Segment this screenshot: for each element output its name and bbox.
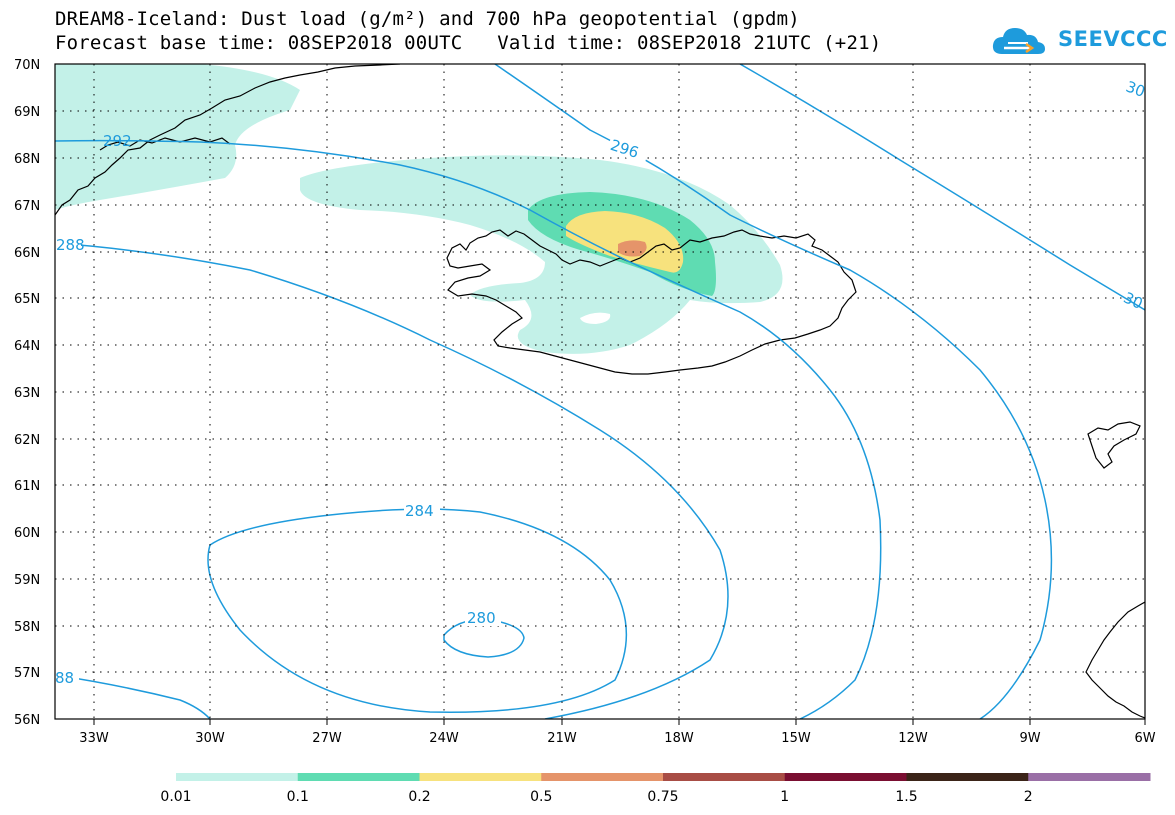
coastline-greenland — [55, 64, 401, 216]
colorbar-segment — [784, 773, 907, 781]
lat-label: 66N — [14, 246, 40, 261]
dust-area-0.5 — [618, 240, 647, 257]
lat-label: 60N — [14, 526, 40, 541]
isoline-label-284: 284 — [405, 502, 434, 520]
lon-label: 9W — [1019, 731, 1040, 746]
coastline-scotland — [1085, 601, 1145, 719]
isoline-292 — [55, 139, 882, 719]
lat-label: 65N — [14, 292, 40, 307]
isolines — [55, 64, 1145, 719]
colorbar-label: 2 — [1024, 789, 1033, 805]
isoline-300 — [739, 64, 1145, 311]
lon-label: 30W — [195, 731, 225, 746]
lat-label: 63N — [14, 386, 40, 401]
map-title: DREAM8-Iceland: Dust load (g/m²) and 700… — [55, 8, 800, 30]
dust-area-white-hole — [580, 312, 611, 324]
lat-label: 56N — [14, 713, 40, 728]
lat-label: 64N — [14, 339, 40, 354]
colorbar-label: 1.5 — [895, 789, 917, 805]
colorbar-label: 0.2 — [408, 789, 430, 805]
isoline-label-300-north: 30 — [1123, 77, 1147, 100]
isoline-284 — [207, 508, 628, 713]
dust-area-greenland — [55, 64, 300, 210]
isoline-label-300-east: 30 — [1121, 289, 1146, 313]
lat-label: 59N — [14, 573, 40, 588]
lon-label: 15W — [781, 731, 811, 746]
lon-label: 33W — [79, 731, 109, 746]
seevccc-logo — [992, 28, 1045, 54]
lon-label: 27W — [312, 731, 342, 746]
colorbar-label: 1 — [780, 789, 789, 805]
map-subtitle: Forecast base time: 08SEP2018 00UTC Vali… — [55, 32, 882, 54]
colorbar-label: 0.01 — [160, 789, 191, 805]
lat-label: 58N — [14, 620, 40, 635]
dust-area-iceland-outer — [300, 155, 783, 354]
dust-shading — [55, 64, 783, 354]
isoline-label-280: 280 — [467, 609, 496, 627]
isoline-label-288: 288 — [56, 236, 85, 254]
colorbar-segment — [663, 773, 786, 781]
isoline-label-296: 296 — [608, 136, 641, 162]
map-frame — [54, 63, 1146, 720]
lon-label: 6W — [1134, 731, 1155, 746]
colorbar-segment — [419, 773, 542, 781]
lat-label: 68N — [14, 152, 40, 167]
lat-label: 61N — [14, 479, 40, 494]
colorbar-segment — [297, 773, 420, 781]
axis-ticks — [93, 719, 1146, 725]
lon-label: 21W — [547, 731, 577, 746]
colorbar-segment — [906, 773, 1029, 781]
colorbar-label: 0.75 — [647, 789, 678, 805]
logo-text: SEEVCCC — [1058, 27, 1168, 51]
colorbar-segment — [541, 773, 664, 781]
graticule — [55, 64, 1145, 719]
map-area: 292 296 30 288 30 284 280 88 — [55, 64, 1147, 719]
colorbar-segment — [176, 773, 299, 781]
latitude-labels: 70N 69N 68N 67N 66N 65N 64N 63N 62N 61N … — [14, 58, 40, 728]
isoline-288-south — [55, 674, 211, 719]
colorbar-label: 0.5 — [530, 789, 552, 805]
colorbar: 0.01 0.1 0.2 0.5 0.75 1 1.5 2 — [160, 773, 1151, 805]
lon-label: 12W — [898, 731, 928, 746]
isoline-label-292: 292 — [103, 132, 132, 150]
colorbar-label: 0.1 — [287, 789, 309, 805]
isoline-label-288-south: 88 — [55, 669, 74, 687]
longitude-labels: 33W 30W 27W 24W 21W 18W 15W 12W 9W 6W — [79, 731, 1155, 746]
cloud-icon — [992, 28, 1045, 54]
lat-label: 69N — [14, 105, 40, 120]
coastline-faroe — [1087, 421, 1141, 469]
lat-label: 70N — [14, 58, 40, 73]
lat-label: 57N — [14, 666, 40, 681]
lat-label: 67N — [14, 199, 40, 214]
colorbar-segment — [1028, 773, 1151, 781]
isoline-288 — [55, 242, 729, 719]
lon-label: 24W — [429, 731, 459, 746]
lat-label: 62N — [14, 433, 40, 448]
lon-label: 18W — [664, 731, 694, 746]
